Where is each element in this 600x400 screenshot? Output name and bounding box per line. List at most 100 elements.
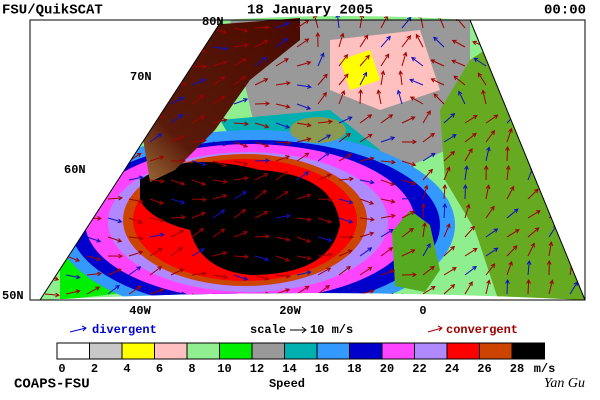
- wind-arrow: [401, 35, 412, 48]
- wind-arrow: [65, 122, 81, 129]
- wind-arrow: [544, 51, 550, 67]
- wind-arrow: [107, 62, 124, 68]
- wind-arrow: [107, 18, 120, 29]
- colorbar-swatch: [56, 342, 90, 360]
- wind-arrow: [359, 266, 373, 276]
- wind-arrow: [401, 210, 416, 219]
- wind-arrow: [149, 266, 163, 276]
- wind-arrow: [506, 245, 518, 257]
- wind-arrow: [107, 217, 123, 224]
- wind-arrow: [128, 117, 144, 124]
- wind-arrow: [401, 249, 416, 257]
- wind-arrow: [569, 190, 583, 200]
- wind-arrow: [296, 270, 312, 276]
- wind-arrow: [170, 268, 185, 276]
- wind-arrow: [44, 190, 58, 200]
- scale-arrow: [290, 326, 307, 334]
- wind-arrow: [526, 278, 531, 295]
- wind-arrow: [65, 79, 81, 86]
- wind-arrow: [107, 39, 122, 48]
- colorbar-swatch: [186, 342, 220, 360]
- wind-arrow: [107, 84, 123, 91]
- wind-arrow: [212, 193, 228, 200]
- wind-arrow: [527, 242, 535, 257]
- wind-arrow: [170, 214, 187, 220]
- lat-label: 50N: [2, 289, 24, 303]
- wind-arrow: [527, 227, 540, 238]
- wind-arrow: [275, 171, 289, 181]
- wind-arrow: [401, 51, 408, 67]
- wind-arrow: [485, 247, 499, 257]
- wind-arrow: [315, 31, 321, 48]
- wind-arrow: [212, 160, 228, 167]
- wind-arrow: [415, 33, 424, 48]
- wind-arrow: [296, 152, 310, 162]
- wind-arrow: [170, 179, 186, 186]
- wind-arrow: [44, 57, 58, 67]
- colorbar-tick: 0: [58, 362, 65, 376]
- wind-arrow: [548, 241, 554, 257]
- frame: [29, 19, 586, 301]
- scandinavia: [440, 40, 585, 300]
- wind-arrow: [338, 234, 355, 240]
- wind-arrow: [317, 236, 333, 243]
- colorbar-tick: 6: [156, 362, 163, 376]
- wind-arrow: [212, 76, 226, 86]
- wind-arrow: [128, 84, 144, 91]
- wind-arrow: [380, 179, 396, 186]
- wind-arrow: [44, 141, 60, 148]
- wind-arrow: [493, 39, 508, 48]
- colorbar-unit: m/s: [534, 362, 556, 376]
- wind-arrow: [338, 73, 349, 86]
- wind-arrow: [296, 103, 312, 110]
- colorbar-swatch: [121, 342, 155, 360]
- wind-arrow: [44, 122, 60, 128]
- wind-arrow: [338, 116, 353, 124]
- wind-arrow: [254, 101, 271, 106]
- wind-arrow: [296, 60, 312, 67]
- wind-arrow: [401, 139, 418, 145]
- colorbar-tick: 28: [510, 362, 524, 376]
- wind-arrow: [317, 91, 327, 105]
- wind-arrow: [401, 116, 416, 124]
- wind-arrow: [411, 56, 424, 67]
- colorbar-tick: 26: [477, 362, 491, 376]
- wind-arrow: [86, 271, 102, 277]
- wind-arrow: [443, 283, 456, 295]
- wind-arrow: [401, 179, 417, 186]
- wind-arrow: [401, 195, 418, 201]
- wind-arrow: [149, 178, 165, 184]
- wind-arrow: [359, 198, 375, 205]
- wind-arrow: [546, 259, 552, 276]
- wind-arrow: [451, 39, 466, 48]
- wind-arrow: [128, 133, 142, 143]
- colorbar-swatch: [349, 342, 383, 360]
- wind-arrow: [233, 230, 249, 238]
- wind-arrow: [149, 133, 163, 143]
- wind-arrow: [170, 113, 183, 124]
- wind-arrow: [527, 109, 535, 124]
- wind-arrow: [254, 141, 270, 148]
- colorbar-tick: 18: [347, 362, 361, 376]
- wind-arrow: [86, 38, 100, 48]
- wind-arrow: [191, 197, 208, 202]
- wind-arrow: [335, 16, 341, 29]
- wind-arrow: [317, 73, 328, 86]
- wind-arrow: [44, 210, 58, 219]
- wind-arrow: [44, 255, 60, 261]
- wind-arrow: [443, 245, 456, 257]
- wind-arrow: [128, 235, 144, 241]
- wind-arrow: [462, 183, 468, 200]
- wind-arrow: [359, 133, 373, 143]
- wind-arrow: [505, 145, 510, 162]
- wind-arrow: [44, 292, 60, 298]
- wind-arrow: [505, 278, 510, 295]
- ocean-pink: [330, 30, 440, 110]
- wind-arrow: [506, 127, 513, 143]
- wind-arrow: [254, 234, 271, 239]
- wind-arrow: [86, 122, 102, 128]
- wind-arrow: [233, 58, 247, 67]
- wind-arrow: [380, 159, 396, 165]
- wind-arrow: [567, 107, 573, 124]
- wind-arrow: [212, 179, 228, 184]
